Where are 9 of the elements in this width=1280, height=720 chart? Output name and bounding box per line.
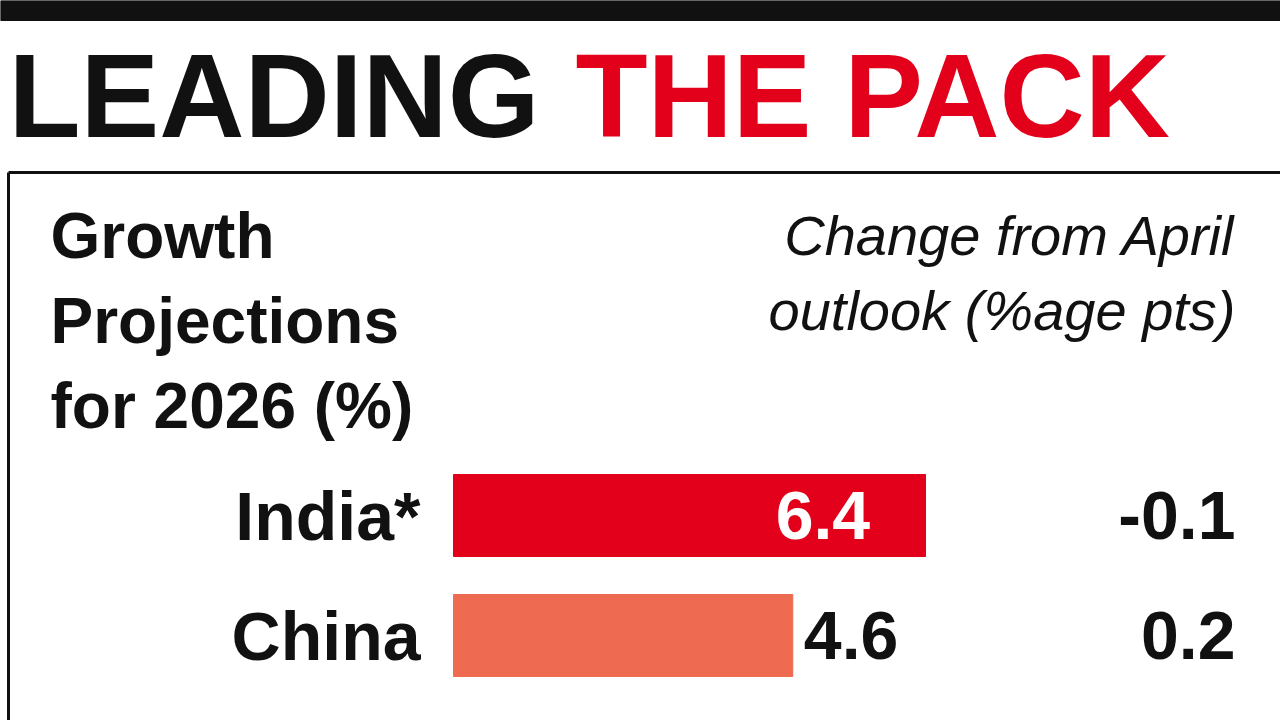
y-tick-label: China — [231, 597, 422, 674]
text: 0.2 — [1140, 597, 1236, 673]
data-label: 6.4 — [775, 477, 871, 553]
chart-title: LEADING THE PACK — [8, 29, 1170, 162]
text: Change from April outlook (%age pts) — [768, 204, 1236, 342]
text: -0.1 — [1118, 477, 1236, 553]
y-tick-label: India* — [235, 477, 422, 554]
data-label: 4.6 — [803, 597, 899, 673]
chart-subtitle: Growth Projections for 2026 (%) — [50, 199, 414, 442]
